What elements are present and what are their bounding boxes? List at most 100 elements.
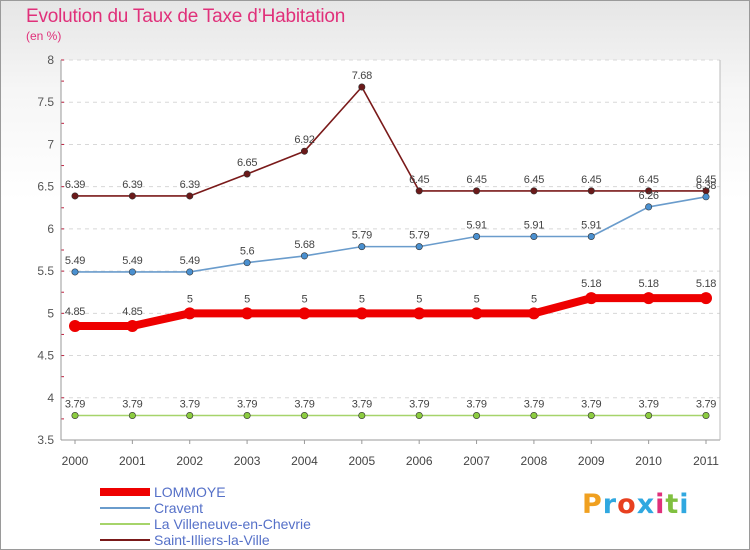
data-point bbox=[702, 193, 710, 201]
y-tick-label: 7.5 bbox=[37, 95, 54, 109]
data-label: 5.49 bbox=[65, 255, 85, 267]
y-tick-label: 5 bbox=[47, 306, 54, 320]
data-point bbox=[243, 170, 251, 178]
data-label: 5 bbox=[474, 293, 480, 305]
x-tick-label: 2002 bbox=[176, 454, 203, 468]
data-point bbox=[530, 412, 538, 420]
data-point bbox=[186, 192, 194, 200]
logo-letter: P bbox=[582, 489, 603, 520]
x-tick-label: 2011 bbox=[693, 454, 719, 468]
data-point bbox=[241, 307, 254, 320]
logo-letter: x bbox=[636, 489, 656, 520]
data-label: 6.38 bbox=[696, 180, 716, 192]
legend-label: La Villeneuve-en-Chevrie bbox=[154, 516, 311, 532]
legend-label: LOMMOYE bbox=[154, 484, 226, 500]
data-point bbox=[71, 268, 79, 276]
y-tick-label: 6.5 bbox=[37, 180, 54, 194]
data-label: 5 bbox=[416, 293, 422, 305]
legend-item-cravent: Cravent bbox=[100, 500, 420, 516]
data-point bbox=[645, 412, 653, 420]
data-label: 6.39 bbox=[180, 179, 200, 191]
chart-subtitle: (en %) bbox=[26, 29, 62, 43]
data-label: 4.85 bbox=[65, 306, 85, 318]
series-line bbox=[75, 294, 706, 330]
data-label: 5.79 bbox=[352, 230, 372, 242]
data-label: 5 bbox=[302, 293, 308, 305]
x-tick-label: 2005 bbox=[348, 454, 375, 468]
plot-area bbox=[61, 60, 720, 440]
data-label: 3.79 bbox=[237, 399, 257, 411]
data-label: 5.68 bbox=[294, 239, 314, 251]
data-point bbox=[642, 292, 655, 305]
data-label: 3.79 bbox=[409, 399, 429, 411]
legend-swatch-lommoye bbox=[100, 488, 150, 496]
data-label: 5.6 bbox=[240, 246, 255, 258]
data-label: 6.45 bbox=[639, 174, 659, 186]
data-point bbox=[355, 307, 368, 320]
data-label: 3.79 bbox=[180, 399, 200, 411]
data-point bbox=[587, 232, 595, 240]
data-point bbox=[473, 187, 481, 195]
data-label: 5 bbox=[531, 293, 537, 305]
data-point bbox=[473, 412, 481, 420]
legend-label: Cravent bbox=[154, 500, 204, 516]
data-label: 6.45 bbox=[409, 174, 429, 186]
legend-swatch-saint-illiers bbox=[100, 539, 150, 541]
data-point bbox=[69, 320, 81, 332]
data-point bbox=[358, 243, 366, 251]
legend-item-saint-illiers: Saint-Illiers-la-Ville bbox=[100, 532, 420, 548]
series-line bbox=[75, 86, 706, 197]
data-point bbox=[183, 307, 196, 320]
data-label: 5.18 bbox=[696, 278, 716, 290]
x-tick-label: 2006 bbox=[406, 454, 433, 468]
data-point bbox=[645, 203, 653, 211]
proxiti-logo: Proxiti bbox=[582, 489, 690, 520]
data-label: 5.49 bbox=[180, 255, 200, 267]
data-point bbox=[413, 307, 426, 320]
data-point bbox=[587, 187, 595, 195]
data-label: 6.45 bbox=[524, 174, 544, 186]
data-label: 3.79 bbox=[639, 399, 659, 411]
data-point bbox=[71, 412, 79, 420]
data-point bbox=[527, 307, 540, 320]
data-label: 6.45 bbox=[581, 174, 601, 186]
data-point bbox=[243, 412, 251, 420]
data-point bbox=[530, 232, 538, 240]
data-point bbox=[186, 412, 194, 420]
data-point bbox=[128, 192, 136, 200]
data-label: 6.45 bbox=[466, 174, 486, 186]
y-tick-label: 4 bbox=[47, 391, 54, 405]
data-label: 3.79 bbox=[122, 399, 142, 411]
x-tick-label: 2010 bbox=[635, 454, 662, 468]
legend-label: Saint-Illiers-la-Ville bbox=[154, 532, 270, 548]
y-tick-label: 3.5 bbox=[37, 433, 54, 447]
data-point bbox=[702, 412, 710, 420]
data-label: 5.91 bbox=[581, 219, 601, 231]
data-point bbox=[587, 412, 595, 420]
x-tick-label: 2004 bbox=[291, 454, 318, 468]
data-point bbox=[128, 412, 136, 420]
logo-letter: t bbox=[665, 489, 680, 520]
logo-letter: r bbox=[602, 489, 618, 520]
data-point bbox=[473, 232, 481, 240]
data-point bbox=[128, 268, 136, 276]
data-point bbox=[470, 307, 483, 320]
data-point bbox=[126, 320, 139, 332]
chart-title: Evolution du Taux de Taxe d’Habitation bbox=[26, 6, 346, 27]
data-point bbox=[530, 187, 538, 195]
legend-swatch-la-villeneuve bbox=[100, 523, 150, 525]
data-label: 6.65 bbox=[237, 157, 257, 169]
data-point bbox=[71, 192, 79, 200]
legend-item-lommoye: LOMMOYE bbox=[100, 484, 420, 500]
data-point bbox=[243, 259, 251, 267]
data-label: 6.92 bbox=[294, 134, 314, 146]
data-label: 5 bbox=[244, 293, 250, 305]
data-label: 3.79 bbox=[524, 399, 544, 411]
data-point bbox=[300, 412, 308, 420]
data-point bbox=[298, 307, 311, 320]
legend-swatch-cravent bbox=[100, 507, 150, 509]
y-tick-label: 8 bbox=[47, 53, 54, 67]
data-label: 5.18 bbox=[639, 278, 659, 290]
data-label: 6.45 bbox=[696, 174, 716, 186]
